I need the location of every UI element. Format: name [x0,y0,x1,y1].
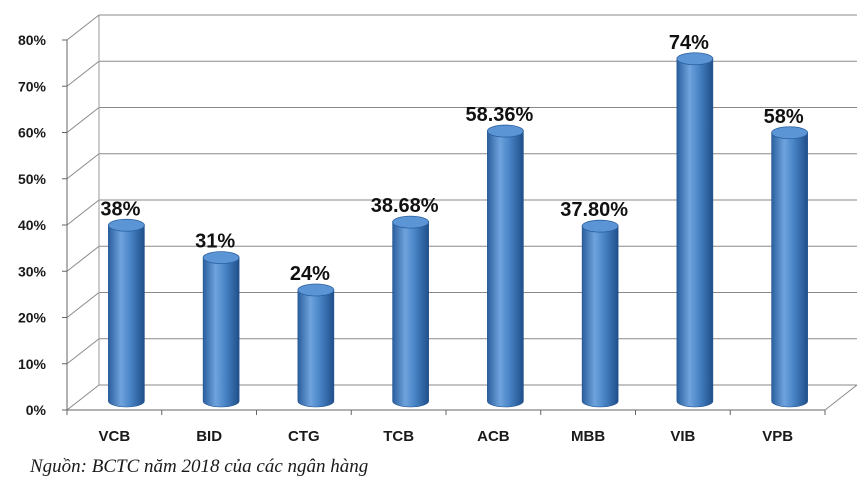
y-tick-label: 70% [18,78,47,94]
bar-bid [202,251,240,408]
data-labels: 38% 31% 24% 38.68% 58.36% 37.80% 74% 58% [100,32,803,285]
data-label: 58% [764,106,804,128]
gridline-side [66,245,100,272]
y-tick-label: 20% [18,310,47,326]
gridline-side [66,60,100,87]
y-tick-label: 50% [18,171,47,187]
x-axis-categories: VCB BID CTG TCB ACB MBB VIB VPB [66,410,826,445]
x-category-label: CTG [288,428,320,445]
y-tick-label: 30% [18,263,47,279]
gridline-side [66,338,100,365]
y-tick-label: 10% [18,356,47,372]
bar-body [581,225,619,408]
bar-vib [676,52,714,408]
bar-vcb [107,218,145,408]
gridline-side [66,14,100,41]
grid-lines [66,14,858,411]
bar-top [771,126,809,140]
gridline-side [66,199,100,226]
bar-acb [486,124,524,408]
bar-body [108,224,145,408]
data-label: 37.80% [560,199,628,221]
bar-body [392,221,429,408]
data-label: 38.68% [371,195,439,217]
floor-edge [824,384,858,411]
x-category-label: MBB [571,428,605,445]
y-axis-ticks: 0% 10% 20% 30% 40% 50% 60% 70% 80% [18,32,67,418]
data-label: 38% [100,198,140,220]
bar-top [392,215,430,229]
y-tick-label: 0% [26,402,47,418]
bar-top [581,219,619,233]
bar-mbb [581,219,619,408]
data-label: 31% [195,231,235,253]
y-tick-label: 80% [18,32,47,48]
y-tick-label: 40% [18,217,47,233]
gridline-side [66,153,100,180]
x-category-label: VPB [762,428,793,445]
bar-vpb [771,126,809,408]
data-label: 58.36% [465,104,533,126]
gridline-side [66,107,100,133]
x-category-label: BID [196,428,222,445]
bar-ctg [297,283,335,408]
bar-body [297,289,335,408]
x-category-label: VIB [670,428,695,445]
bar-body [202,257,240,408]
source-note: Nguồn: BCTC năm 2018 của các ngân hàng [30,456,369,477]
bar-top [676,52,714,66]
bar-top [202,251,240,265]
gridline-side [66,384,100,411]
bar-body [487,130,524,408]
x-category-label: ACB [477,428,510,445]
gridline-side [66,292,100,318]
bar-top [107,218,145,232]
bar-body [771,132,808,408]
data-label: 24% [290,263,330,285]
x-category-label: TCB [383,428,414,445]
bar-tcb [392,215,430,408]
x-category-label: VCB [99,428,131,445]
bars [107,52,809,408]
bar-body [676,58,714,408]
y-tick-label: 60% [18,125,47,141]
data-label: 74% [669,32,709,54]
bar-top [486,124,524,138]
bar-top [297,283,335,297]
